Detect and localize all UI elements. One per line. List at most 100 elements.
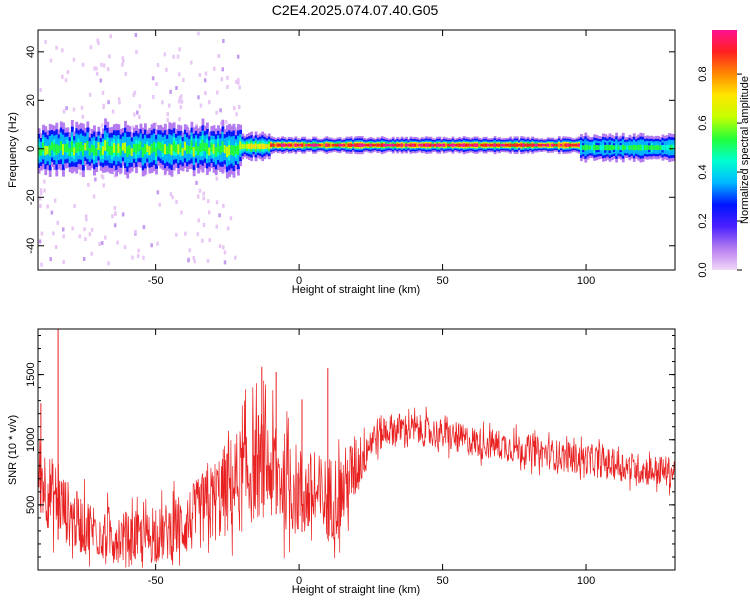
- snr-series-line: [37, 380, 676, 568]
- spectrogram-cell: [546, 143, 550, 147]
- spectrogram-speckle: [83, 227, 86, 232]
- spectrogram-cell: [621, 144, 625, 151]
- spectrogram-cell: [665, 145, 669, 151]
- spectrogram-cell: [119, 146, 123, 156]
- colorbar-tick-label: 0.2: [697, 213, 709, 228]
- spectrogram-cell: [520, 143, 524, 147]
- spectrogram-cell: [553, 143, 557, 147]
- spectrogram-cell: [442, 143, 446, 147]
- spectrogram-cell: [248, 143, 251, 150]
- spectrogram-cell: [438, 143, 442, 147]
- spectrogram-cell: [321, 143, 324, 147]
- spectrogram-speckle: [121, 62, 124, 67]
- x-tick-label: 50: [436, 575, 448, 587]
- spectrogram-cell: [440, 143, 444, 147]
- spectrogram-speckle: [138, 114, 141, 119]
- spectrogram-cell: [374, 143, 377, 147]
- spectrogram-cell: [378, 143, 382, 147]
- spectrogram-cell: [624, 145, 627, 150]
- spectrogram-cell: [663, 145, 667, 150]
- spectrogram-speckle: [39, 196, 42, 201]
- spectrogram-cell: [261, 143, 265, 150]
- spectrogram-cell: [327, 143, 331, 147]
- spectrogram-speckle: [154, 122, 158, 127]
- spectrogram-cell: [101, 146, 105, 156]
- spectrogram-cell: [398, 143, 402, 147]
- spectrogram-cell: [387, 143, 391, 147]
- spectrogram-cell: [555, 143, 559, 147]
- spectrogram-speckle: [109, 34, 112, 39]
- spectrogram-cell: [254, 143, 258, 150]
- spectrogram-cell: [354, 143, 358, 147]
- spectrogram-cell: [371, 143, 375, 147]
- spectrogram-speckle: [136, 253, 140, 258]
- spectrogram-speckle: [92, 194, 96, 199]
- spectrogram-panel: -50 0 50 100 -40 -20 0 20 40 Height of straight …: [7, 29, 676, 296]
- spectrogram-cell: [143, 143, 147, 155]
- spectrogram-cell: [270, 143, 273, 147]
- spectrogram-cell: [537, 143, 541, 147]
- spectrogram-cell: [405, 143, 408, 147]
- spectrogram-cell: [338, 143, 342, 147]
- spectrogram-speckle: [49, 58, 53, 63]
- spectrogram-cell: [205, 143, 209, 154]
- spectrogram-speckle: [151, 94, 155, 99]
- y-tick-label: -20: [25, 189, 37, 205]
- spectrogram-cell: [79, 141, 83, 152]
- spectrogram-speckle: [155, 81, 158, 86]
- spectrogram-marks: [37, 31, 676, 267]
- snr-xlabel: Height of straight line (km): [292, 584, 420, 596]
- spectrogram-cell: [511, 143, 515, 147]
- spectrogram-cell: [296, 143, 300, 147]
- spectrogram-speckle: [234, 127, 237, 132]
- spectrogram-cell: [654, 145, 658, 150]
- spectrogram-speckle: [142, 255, 145, 260]
- spectrogram-cell: [117, 143, 121, 153]
- spectrogram-speckle: [113, 173, 117, 178]
- spectrogram-speckle: [188, 248, 191, 253]
- x-tick-label: -50: [148, 275, 164, 287]
- spectrogram-cell: [462, 143, 466, 147]
- spectrogram-cell: [524, 143, 528, 147]
- spectrogram-cell: [478, 143, 482, 147]
- spectrogram-speckle: [132, 92, 135, 97]
- spectrogram-speckle: [136, 110, 139, 115]
- spectrogram-cell: [88, 147, 92, 156]
- spectrogram-speckle: [215, 200, 219, 205]
- spectrogram-speckle: [62, 109, 66, 114]
- spectrogram-cell: [365, 143, 369, 147]
- spectrogram-speckle: [90, 227, 94, 232]
- spectrogram-cell: [493, 143, 497, 147]
- spectrogram-speckle: [99, 78, 103, 83]
- spectrogram-cell: [323, 143, 327, 147]
- spectrogram-cell: [115, 144, 119, 156]
- spectrogram-speckle: [100, 240, 104, 245]
- spectrogram-cell: [334, 143, 338, 147]
- spectrogram-speckle: [207, 210, 211, 215]
- spectrogram-speckle: [222, 245, 225, 250]
- spectrogram-cell: [197, 146, 200, 156]
- spectrogram-speckle: [165, 67, 168, 72]
- spectrogram-cell: [340, 143, 344, 147]
- spectrogram-cell: [75, 142, 79, 153]
- spectrogram-cell: [402, 143, 406, 147]
- spectrogram-cell: [181, 147, 185, 156]
- x-tick-label: -50: [148, 575, 164, 587]
- spectrogram-speckle: [81, 114, 85, 119]
- spectrogram-cell: [391, 143, 395, 147]
- spectrogram-cell: [241, 143, 245, 149]
- snr-ticks: -50 0 50 100 500 1000 1500: [25, 329, 675, 587]
- spectrogram-speckle: [179, 94, 183, 99]
- spectrogram-speckle: [193, 259, 196, 264]
- spectrogram-speckle: [219, 108, 222, 113]
- x-tick-label: 50: [436, 275, 448, 287]
- spectrogram-speckle: [73, 204, 76, 209]
- spectrogram-speckle: [215, 176, 219, 181]
- spectrogram-cell: [597, 145, 601, 150]
- spectrogram-speckle: [65, 106, 68, 111]
- spectrogram-cell: [81, 145, 85, 156]
- spectrogram-cell: [482, 143, 486, 147]
- spectrogram-cell: [526, 143, 530, 147]
- colorbar: 0.0 0.2 0.4 0.6 0.8 Normalized spectral ampl…: [697, 30, 750, 278]
- spectrogram-speckle: [40, 262, 43, 267]
